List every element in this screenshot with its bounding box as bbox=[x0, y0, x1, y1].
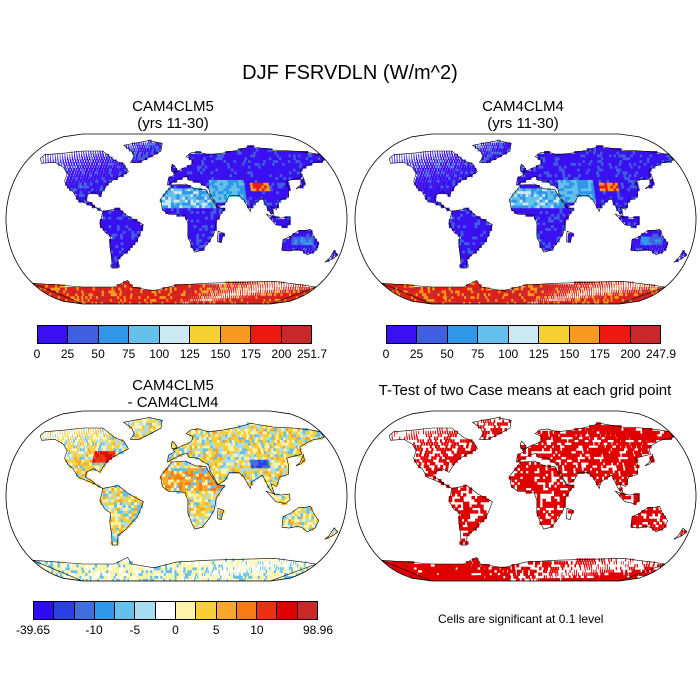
colorbar-box bbox=[257, 602, 278, 619]
colorbar-label: 0 bbox=[382, 347, 390, 361]
colorbar-label: 75 bbox=[121, 347, 136, 361]
colorbar-label: 150 bbox=[559, 347, 580, 361]
colorbar-box bbox=[94, 602, 116, 619]
map-border bbox=[5, 133, 348, 305]
colorbar-boxes bbox=[386, 325, 661, 344]
colorbar-box bbox=[190, 326, 221, 343]
map-panel-difference bbox=[5, 410, 348, 582]
colorbar-box bbox=[74, 602, 95, 619]
coastlines bbox=[381, 140, 688, 304]
colorbar-label: 150 bbox=[210, 347, 231, 361]
colorbar-box bbox=[447, 326, 479, 343]
colorbar-label: 0 bbox=[33, 347, 41, 361]
map-cells bbox=[33, 139, 338, 304]
colorbar-label: 50 bbox=[440, 347, 454, 361]
colorbar-box bbox=[478, 326, 509, 343]
colorbar-label: 247.9 bbox=[645, 347, 677, 361]
colorbar-label: 0 bbox=[172, 623, 179, 637]
coastlines bbox=[32, 417, 339, 581]
colorbar-box bbox=[281, 326, 311, 343]
coastlines bbox=[32, 140, 339, 304]
colorbar-box bbox=[297, 602, 317, 619]
colorbar-labels: 0 25 50 75 100 125 150 175 200 251.7 bbox=[33, 347, 327, 363]
colorbar-box bbox=[387, 326, 418, 343]
map-panel-cam4clm4 bbox=[354, 133, 697, 305]
colorbar-box bbox=[129, 326, 160, 343]
colorbar-label: 175 bbox=[589, 347, 610, 361]
panel-4-title: T-Test of two Case means at each grid po… bbox=[378, 382, 672, 399]
map-border bbox=[354, 133, 697, 305]
colorbar-label: 50 bbox=[91, 347, 105, 361]
panel-2-title: CAM4CLM4 (yrs 11-30) bbox=[482, 98, 564, 132]
colorbar-box bbox=[159, 326, 191, 343]
map-cells bbox=[33, 416, 338, 581]
colorbar-label: 98.96 bbox=[302, 623, 334, 637]
colorbar-box bbox=[600, 326, 631, 343]
map-panel-cam4clm5 bbox=[5, 133, 348, 305]
panel-1-title: CAM4CLM5 (yrs 11-30) bbox=[132, 98, 214, 132]
colorbar-box bbox=[98, 326, 130, 343]
colorbar-box bbox=[220, 326, 252, 343]
colorbar-label: 200 bbox=[620, 347, 641, 361]
colorbar-cam4clm5: 0 25 50 75 100 125 150 175 200 251.7 bbox=[33, 325, 327, 363]
map-border bbox=[354, 410, 697, 582]
colorbar-box bbox=[236, 602, 258, 619]
colorbar-boxes bbox=[37, 325, 312, 344]
map-border bbox=[5, 410, 348, 582]
colorbar-box bbox=[38, 326, 69, 343]
colorbar-box bbox=[508, 326, 540, 343]
colorbar-boxes bbox=[33, 601, 318, 620]
colorbar-label: 200 bbox=[271, 347, 292, 361]
colorbar-box bbox=[569, 326, 601, 343]
colorbar-box bbox=[196, 602, 217, 619]
colorbar-label: 125 bbox=[179, 347, 200, 361]
colorbar-label: -5 bbox=[129, 623, 141, 637]
colorbar-label: -39.65 bbox=[15, 623, 51, 637]
colorbar-difference: -39.65 -10 -5 0 5 10 98.96 bbox=[16, 601, 333, 639]
colorbar-box bbox=[175, 602, 197, 619]
colorbar-label: 5 bbox=[212, 623, 220, 637]
map-cells bbox=[382, 416, 687, 581]
colorbar-cam4clm4: 0 25 50 75 100 125 150 175 200 247.9 bbox=[382, 325, 676, 363]
colorbar-label: 125 bbox=[528, 347, 549, 361]
colorbar-box bbox=[417, 326, 448, 343]
colorbar-label: 25 bbox=[409, 347, 424, 361]
figure-title: DJF FSRVDLN (W/m^2) bbox=[242, 62, 458, 84]
significance-note: Cells are significant at 0.1 level bbox=[438, 612, 604, 626]
colorbar-box bbox=[135, 602, 156, 619]
colorbar-labels: 0 25 50 75 100 125 150 175 200 247.9 bbox=[382, 347, 676, 363]
colorbar-box bbox=[630, 326, 660, 343]
map-cells bbox=[382, 139, 687, 304]
colorbar-label: 25 bbox=[60, 347, 75, 361]
colorbar-label: 175 bbox=[240, 347, 261, 361]
colorbar-box bbox=[216, 602, 237, 619]
colorbar-box bbox=[155, 602, 176, 619]
panel-3-title: CAM4CLM5- CAM4CLM4 bbox=[127, 377, 219, 411]
colorbar-label: -10 bbox=[85, 623, 103, 637]
colorbar-label: 75 bbox=[470, 347, 485, 361]
colorbar-box bbox=[251, 326, 282, 343]
colorbar-label: 100 bbox=[498, 347, 519, 361]
colorbar-box bbox=[277, 602, 298, 619]
colorbar-label: 100 bbox=[149, 347, 170, 361]
colorbar-box bbox=[539, 326, 570, 343]
colorbar-box bbox=[34, 602, 55, 619]
coastlines bbox=[381, 417, 688, 581]
colorbar-box bbox=[115, 602, 136, 619]
colorbar-label: 10 bbox=[250, 623, 264, 637]
colorbar-labels: -39.65 -10 -5 0 5 10 98.96 bbox=[16, 623, 333, 639]
colorbar-box bbox=[68, 326, 99, 343]
colorbar-box bbox=[54, 602, 75, 619]
colorbar-label: 251.7 bbox=[296, 347, 328, 361]
map-panel-ttest bbox=[354, 410, 697, 582]
